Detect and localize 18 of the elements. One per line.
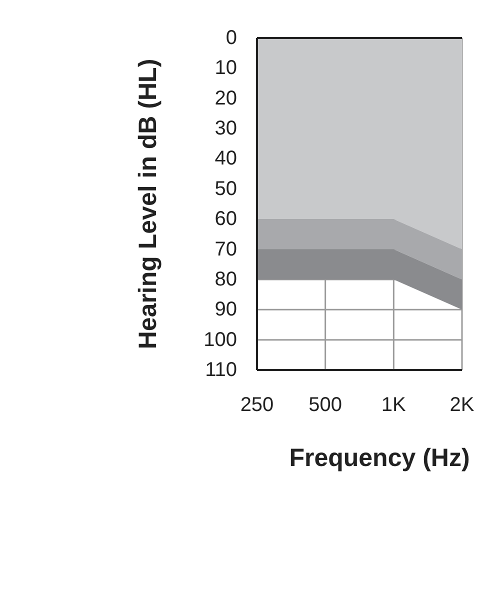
y-tick-label: 60 [214, 208, 237, 230]
y-tick-label: 50 [214, 178, 237, 200]
y-tick-label: 70 [214, 238, 237, 260]
x-tick-label: 2K [450, 394, 475, 416]
x-axis-title: Frequency (Hz) [289, 444, 470, 472]
x-tick-label: 250 [240, 394, 274, 416]
y-tick-label: 100 [204, 328, 237, 351]
y-tick-label: 0 [226, 27, 237, 49]
y-tick-label: 110 [205, 359, 237, 381]
y-tick-label: 10 [214, 57, 237, 80]
y-tick-label: 20 [214, 87, 237, 110]
y-tick-label: 30 [214, 118, 237, 140]
x-tick-label: 500 [308, 394, 342, 416]
y-tick-label: 80 [214, 268, 237, 290]
y-tick-label: 40 [214, 148, 237, 170]
y-tick-label: 90 [214, 298, 237, 321]
x-tick-label: 1K [381, 394, 407, 416]
y-axis-title: Hearing Level in dB (HL) [134, 58, 162, 350]
